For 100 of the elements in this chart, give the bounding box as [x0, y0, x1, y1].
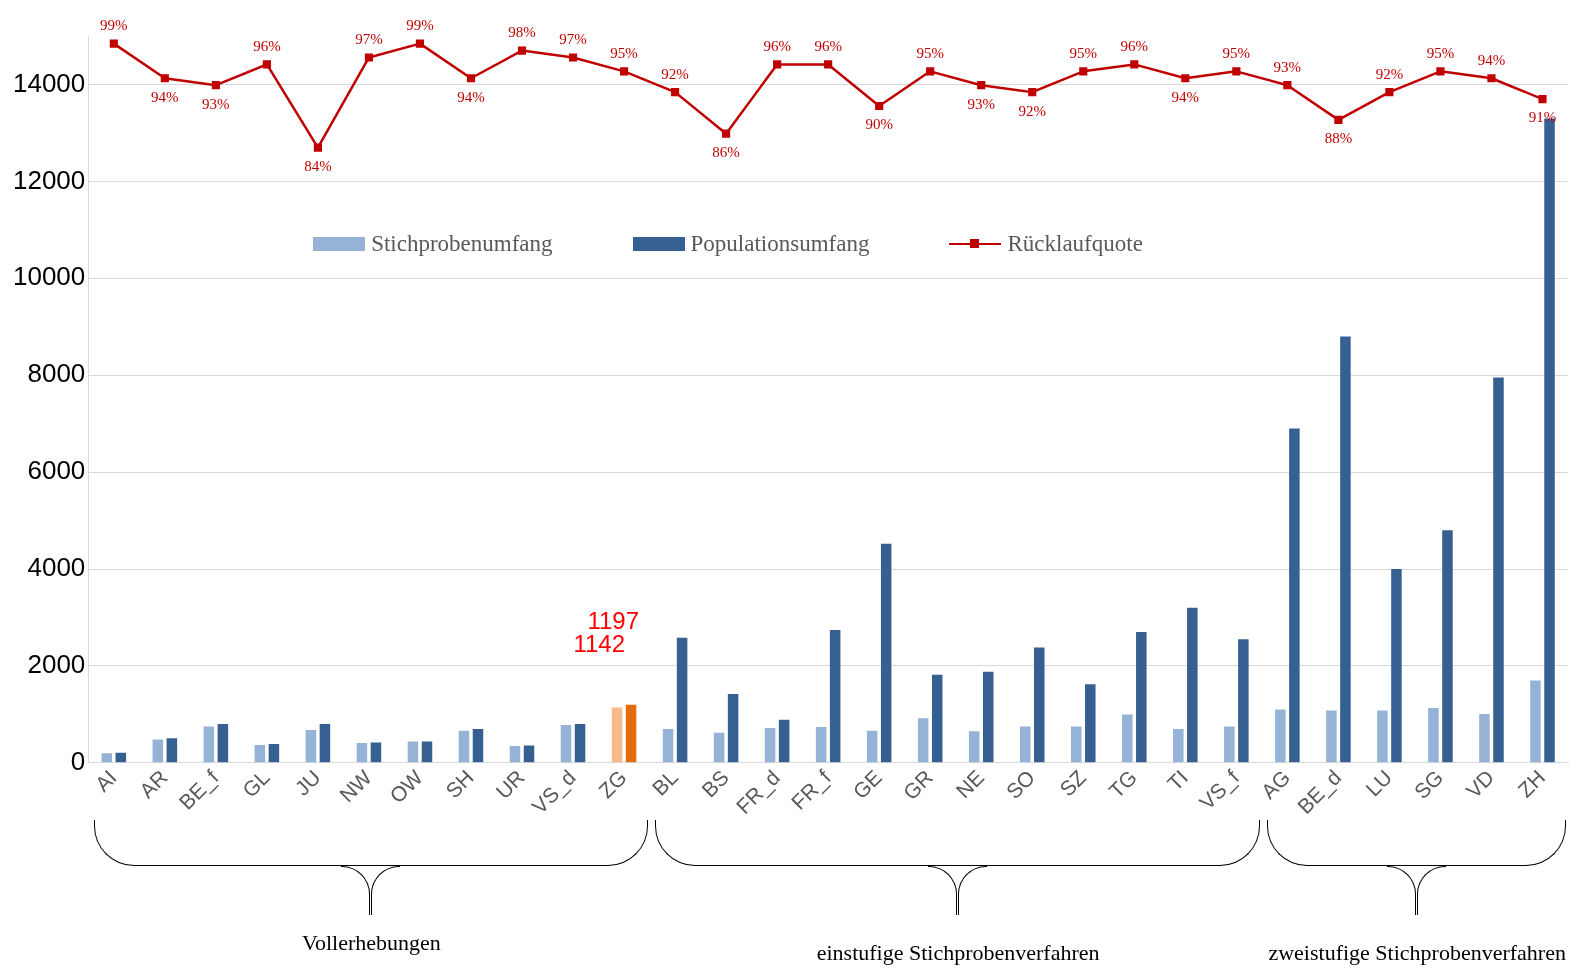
bar	[509, 745, 521, 763]
x-tick-label: GR	[898, 765, 938, 804]
data-label: 94%	[1477, 51, 1506, 68]
text: Vollerhebungen	[301, 930, 441, 956]
bar	[662, 728, 674, 763]
bar	[880, 543, 892, 763]
x-tick-label: TI	[1162, 765, 1193, 795]
y-tick-label: 14000	[12, 67, 86, 98]
x-tick-label: VD	[1461, 765, 1499, 803]
legend-label: Stichprobenumfang	[371, 231, 553, 257]
point	[722, 129, 731, 138]
x-tick-label: BS	[696, 765, 734, 802]
bar	[1085, 684, 1096, 763]
point	[977, 81, 986, 90]
bar	[203, 726, 215, 763]
data-label: 86%	[712, 144, 740, 161]
point	[160, 74, 169, 83]
data-label: 93%	[202, 95, 230, 112]
point	[1283, 81, 1292, 90]
bar	[1275, 709, 1286, 763]
data-label: 88%	[1324, 130, 1353, 147]
x-tick-label: GE	[848, 765, 887, 804]
x-tick-label: NE	[951, 765, 989, 803]
data-label: 97%	[355, 30, 383, 47]
bar	[1187, 607, 1198, 763]
data-label: 92%	[661, 65, 689, 82]
data-label: 95%	[916, 44, 944, 61]
bar	[764, 727, 776, 763]
point	[466, 74, 476, 83]
bar	[254, 744, 266, 763]
point	[1538, 94, 1547, 104]
bar	[676, 637, 688, 763]
bar	[1530, 680, 1541, 763]
bar	[305, 729, 317, 763]
bar	[1136, 632, 1147, 763]
point	[109, 39, 118, 48]
bar	[727, 694, 739, 763]
data-label: 91%	[1528, 109, 1557, 126]
bar	[625, 704, 637, 763]
y-tick-label: 2000	[27, 649, 86, 680]
bar	[1034, 647, 1045, 763]
bar	[713, 732, 725, 763]
bar	[1340, 336, 1351, 763]
data-label: 95%	[1222, 44, 1251, 61]
bar	[982, 671, 994, 763]
point	[1181, 74, 1190, 83]
bar	[370, 742, 382, 763]
bar	[560, 725, 572, 763]
bar	[319, 724, 331, 763]
data-label: 96%	[1120, 37, 1149, 54]
data-label: 94%	[151, 88, 179, 105]
point	[619, 67, 629, 76]
bar	[778, 719, 790, 763]
bar	[917, 718, 929, 763]
y-tick-label: 6000	[27, 455, 86, 486]
data-label: 99%	[406, 17, 434, 34]
data-label: 94%	[1171, 88, 1200, 105]
legend-label: Rücklaufquote	[1007, 231, 1143, 257]
bar	[407, 741, 419, 763]
bar	[268, 743, 280, 763]
bar	[1428, 708, 1439, 763]
bar	[458, 730, 470, 763]
x-tick-label: AI	[90, 765, 121, 796]
point	[1130, 60, 1139, 69]
x-tick-label: AG	[1256, 765, 1295, 804]
x-tick-label: OW	[385, 765, 428, 808]
point	[1232, 67, 1241, 76]
x-tick-label: GL	[237, 765, 274, 802]
point	[1487, 74, 1496, 83]
y-tick-label: 4000	[27, 552, 86, 583]
x-tick-label: ZG	[594, 765, 631, 803]
bar	[152, 739, 164, 763]
bar	[217, 724, 229, 763]
x-tick-label: NW	[334, 765, 376, 807]
data-label: 92%	[1018, 102, 1046, 119]
data-label: 96%	[763, 37, 791, 54]
data-label: 93%	[1273, 58, 1302, 75]
point	[926, 67, 935, 76]
bar	[968, 731, 980, 763]
y-tick-label: 10000	[12, 261, 86, 292]
bar	[1224, 726, 1235, 763]
y-tick-label: 12000	[12, 164, 86, 195]
x-tick-label: TG	[1104, 765, 1142, 803]
bar	[101, 753, 113, 763]
y-tick-label: 0	[70, 746, 86, 777]
data-label: 97%	[559, 30, 587, 47]
point	[671, 88, 680, 97]
x-tick-label: BL	[647, 765, 682, 800]
point	[1028, 88, 1037, 97]
point	[773, 60, 782, 69]
data-label: 90%	[865, 116, 893, 133]
bar	[1493, 377, 1504, 763]
bar	[866, 730, 878, 763]
bar	[1479, 713, 1490, 763]
data-label: 92%	[1375, 65, 1404, 82]
point	[1436, 67, 1445, 76]
y-tick-label: 8000	[27, 358, 86, 389]
bar	[1238, 639, 1249, 763]
point	[313, 143, 322, 152]
bar	[421, 741, 433, 763]
